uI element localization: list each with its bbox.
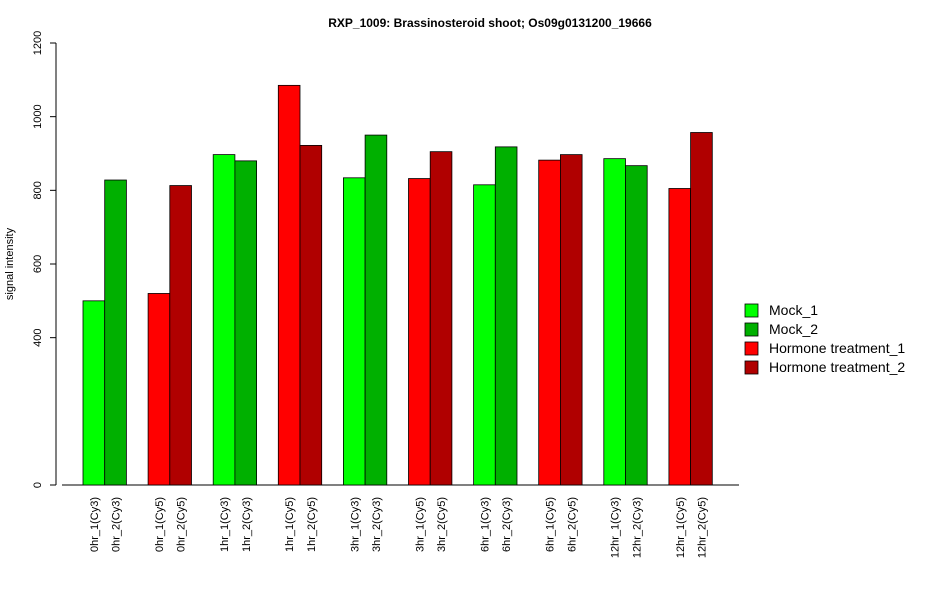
x-tick-label: 0hr_1(Cy3) xyxy=(89,497,101,552)
x-tick-label: 1hr_2(Cy5) xyxy=(306,497,318,552)
bar xyxy=(234,160,257,486)
bar xyxy=(690,132,713,486)
legend-label: Hormone treatment_1 xyxy=(769,340,905,356)
bar xyxy=(625,165,648,486)
x-tick-label: 1hr_1(Cy5) xyxy=(284,497,296,552)
bar xyxy=(560,154,583,486)
legend-swatch xyxy=(744,322,759,337)
x-tick-label: 3hr_1(Cy5) xyxy=(414,497,426,552)
bar xyxy=(603,158,626,486)
bar xyxy=(538,159,561,486)
bar xyxy=(494,146,518,486)
x-tick-label: 0hr_2(Cy3) xyxy=(111,497,123,552)
bar xyxy=(473,184,496,486)
bar xyxy=(147,293,171,486)
legend-label: Mock_1 xyxy=(769,302,818,318)
y-tick-label: 400 xyxy=(32,328,44,346)
y-tick-label: 0 xyxy=(32,482,44,488)
bar xyxy=(408,178,431,486)
legend: Mock_1 Mock_2 Hormone treatment_1 Hormone t… xyxy=(744,302,905,375)
x-tick-label: 6hr_2(Cy5) xyxy=(566,497,578,552)
legend-swatch xyxy=(744,360,759,375)
x-tick-label: 12hr_2(Cy5) xyxy=(696,497,708,558)
bar xyxy=(277,84,301,486)
legend-label: Hormone treatment_2 xyxy=(769,359,905,375)
legend-swatch xyxy=(744,303,759,318)
x-tick-label: 0hr_2(Cy5) xyxy=(176,497,188,552)
legend-swatch xyxy=(744,341,759,356)
x-tick-label: 12hr_2(Cy3) xyxy=(631,497,643,558)
bar xyxy=(212,154,236,486)
bar xyxy=(668,188,692,486)
legend-label: Mock_2 xyxy=(769,321,818,337)
x-tick-label: 6hr_1(Cy5) xyxy=(545,497,557,552)
y-axis: 0 400 600 800 1000 1200 xyxy=(32,31,57,488)
y-tick-label: 600 xyxy=(32,255,44,273)
bar xyxy=(429,151,453,486)
x-tick-label: 3hr_1(Cy3) xyxy=(349,497,361,552)
x-tick-label: 3hr_2(Cy5) xyxy=(436,497,448,552)
x-tick-label: 3hr_2(Cy3) xyxy=(371,497,383,552)
bar xyxy=(104,179,127,486)
bar xyxy=(364,134,388,486)
bar xyxy=(342,177,366,486)
bar xyxy=(169,185,192,486)
x-tick-label: 0hr_1(Cy5) xyxy=(154,497,166,552)
x-tick-labels: 0hr_1(Cy3) 0hr_2(Cy3) 0hr_1(Cy5) 0hr_2(Cy5)… xyxy=(89,497,709,558)
y-tick-label: 800 xyxy=(32,181,44,199)
y-tick-label: 1200 xyxy=(32,31,44,55)
x-tick-label: 6hr_1(Cy3) xyxy=(479,497,491,552)
chart-title: RXP_1009: Brassinosteroid shoot; Os09g01… xyxy=(328,16,652,30)
x-tick-label: 1hr_1(Cy3) xyxy=(219,497,231,552)
bars-group xyxy=(82,84,713,486)
bar xyxy=(82,300,106,486)
x-tick-label: 12hr_1(Cy5) xyxy=(675,497,687,558)
y-tick-label: 1000 xyxy=(32,104,44,128)
x-tick-label: 12hr_1(Cy3) xyxy=(610,497,622,558)
x-tick-label: 1hr_2(Cy3) xyxy=(241,497,253,552)
bar xyxy=(299,144,323,486)
x-tick-label: 6hr_2(Cy3) xyxy=(501,497,513,552)
y-axis-label: signal intensity xyxy=(4,227,16,300)
